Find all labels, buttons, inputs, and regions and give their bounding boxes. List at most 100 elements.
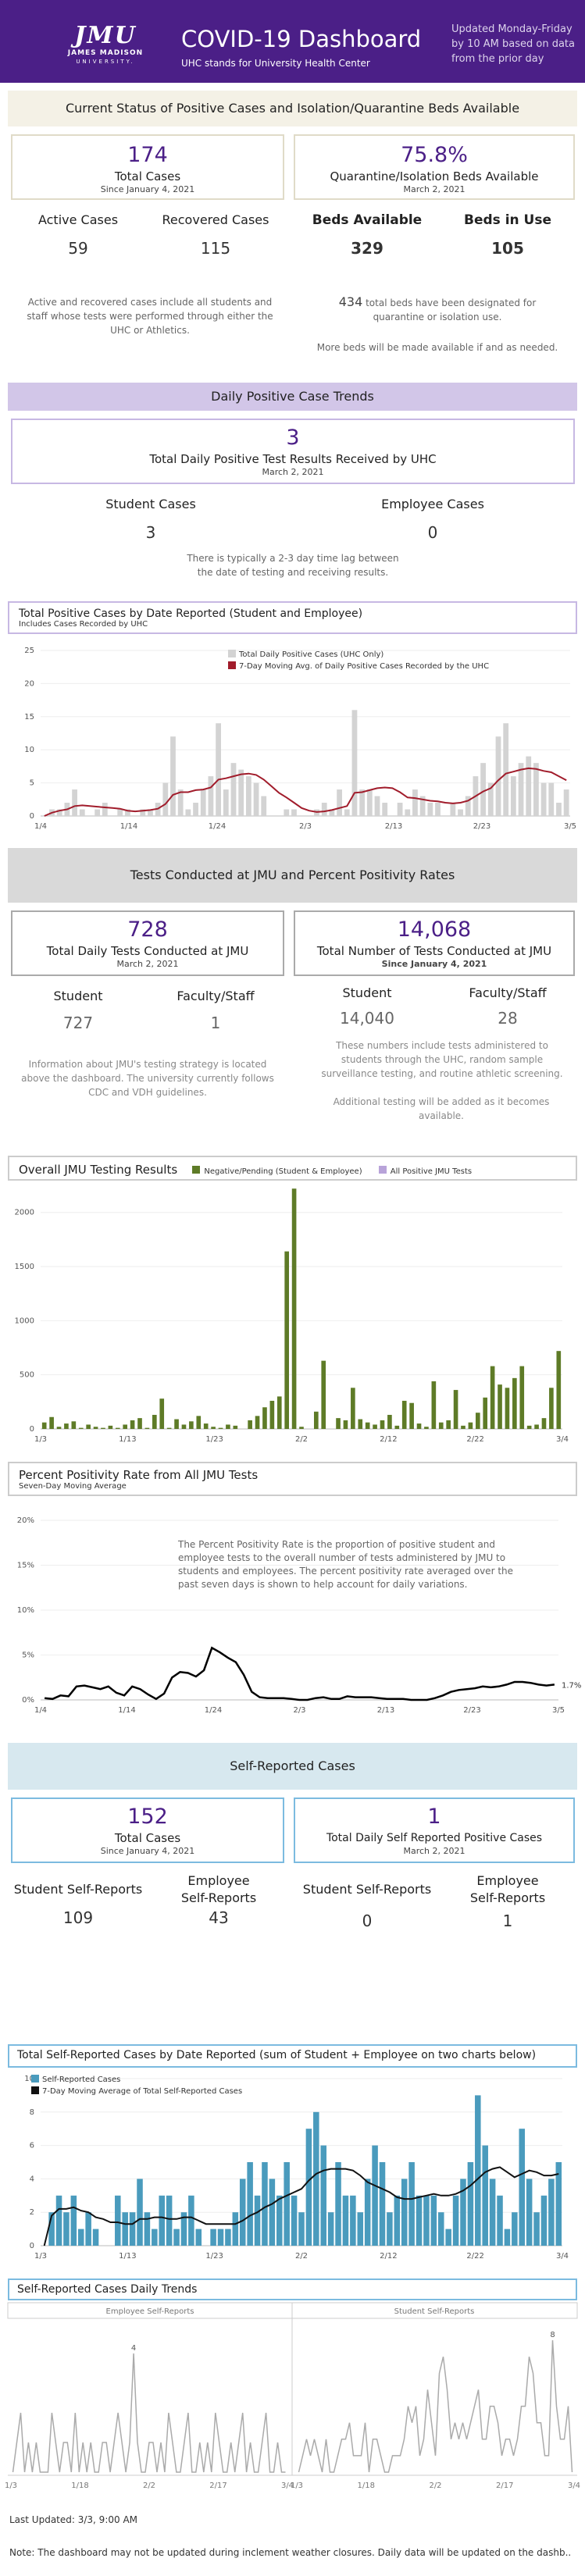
recovered-cases-label: Recovered Cases bbox=[162, 212, 269, 227]
chart1-bar bbox=[480, 763, 487, 816]
chart1-bar bbox=[321, 803, 327, 816]
self-employee-daily: 1 bbox=[502, 1912, 513, 1930]
chart5-student-xtick: 3/4 bbox=[568, 2482, 580, 2490]
chart2-bar bbox=[431, 1381, 437, 1429]
chart2-bar bbox=[123, 1424, 128, 1429]
chart4-bar bbox=[401, 2179, 408, 2246]
chart2-bar bbox=[226, 1424, 230, 1429]
recovered-cases-value: 115 bbox=[200, 239, 231, 258]
chart3-xtick: 1/14 bbox=[118, 1706, 135, 1715]
chart2-bar bbox=[152, 1414, 157, 1429]
total-cases-card: 174 Total Cases Since January 4, 2021 bbox=[11, 134, 284, 200]
logo-sub2: UNIVERSITY. bbox=[76, 59, 135, 65]
chart2-bar bbox=[101, 1427, 105, 1429]
self-daily-trends-chart: Employee Self-Reports Student Self-Repor… bbox=[5, 2302, 580, 2490]
self-band: Self-Reported Cases bbox=[8, 1743, 577, 1790]
chart4-bar bbox=[320, 2145, 326, 2246]
chart4-bar bbox=[350, 2195, 356, 2246]
chart1-xtick: 1/4 bbox=[34, 822, 47, 831]
chart2-bar bbox=[137, 1418, 142, 1429]
quarantine-card: 75.8% Quarantine/Isolation Beds Availabl… bbox=[294, 134, 575, 200]
chart4-bar bbox=[555, 2162, 562, 2246]
self-daily-value: 1 bbox=[427, 1805, 441, 1829]
chart1-bar bbox=[216, 723, 222, 816]
chart1-bar bbox=[177, 789, 184, 816]
chart1-xtick: 2/23 bbox=[473, 822, 490, 831]
chart5-student-line bbox=[298, 2340, 573, 2473]
total-tests-note: These numbers include tests administered… bbox=[321, 1040, 563, 1079]
chart2-bar bbox=[483, 1397, 488, 1429]
chart4-bar bbox=[504, 2229, 511, 2246]
chart1-bar bbox=[223, 789, 229, 816]
daily-tests-label: Total Daily Tests Conducted at JMU bbox=[46, 944, 249, 958]
chart2-bar bbox=[166, 1427, 172, 1429]
chart2-legend-neg: Negative/Pending (Student & Employee) bbox=[204, 1167, 362, 1176]
chart2-bar bbox=[534, 1424, 539, 1429]
chart2-bar bbox=[218, 1427, 223, 1429]
chart1-xtick: 1/14 bbox=[120, 822, 137, 831]
chart3-xtick: 3/5 bbox=[552, 1706, 565, 1715]
chart2-bar bbox=[461, 1425, 466, 1429]
chart2-bar bbox=[549, 1388, 554, 1429]
daily-band: Daily Positive Case Trends bbox=[8, 383, 577, 411]
chart1-bar bbox=[540, 782, 547, 816]
chart4-bar bbox=[262, 2162, 268, 2246]
chart5-right-label: Student Self-Reports bbox=[394, 2307, 475, 2316]
chart5-employee-xtick: 3/4 bbox=[281, 2482, 294, 2490]
chart1-bar bbox=[245, 776, 251, 816]
logo-sub1: JAMES MADISON bbox=[67, 49, 144, 57]
chart3-subtitle: Seven-Day Moving Average bbox=[19, 1482, 127, 1491]
chart4-ytick: 10 bbox=[24, 2075, 34, 2083]
chart2-bar bbox=[71, 1421, 77, 1429]
chart4-line bbox=[43, 2166, 559, 2246]
jmu-logo[interactable]: JMU JAMES MADISON UNIVERSITY. bbox=[47, 23, 164, 70]
chart4-ytick: 4 bbox=[30, 2175, 34, 2183]
chart2-bar bbox=[351, 1388, 355, 1429]
chart2-bar bbox=[526, 1425, 532, 1429]
chart4-bar bbox=[85, 2212, 91, 2246]
chart4-bar bbox=[217, 2229, 224, 2246]
chart2-legend-pos-swatch bbox=[378, 1166, 387, 1174]
chart4-legend-line: 7-Day Moving Average of Total Self-Repor… bbox=[42, 2087, 242, 2096]
chart1-bar bbox=[140, 809, 146, 816]
chart2-bar bbox=[49, 1416, 54, 1429]
chart2-bar bbox=[144, 1427, 150, 1429]
positivity-rate-chart: 0% 5% 10% 15% 20% 1/4 1/14 1/24 2/3 2/13 2/23 3/5 1.… bbox=[17, 1516, 582, 1715]
daily-positive-value: 3 bbox=[286, 426, 300, 450]
chart3-ytick: 15% bbox=[17, 1562, 34, 1570]
chart2-bar bbox=[498, 1384, 502, 1429]
chart5-student-xtick: 2/2 bbox=[429, 2482, 441, 2490]
chart1-bar bbox=[72, 789, 77, 816]
chart1-ytick: 0 bbox=[30, 812, 34, 821]
self-reported-chart: 0 2 4 6 8 10 1/3 1/13 1/23 2/2 2/12 2/22 3/4 Self-Re… bbox=[24, 2075, 569, 2261]
chart2-bar bbox=[373, 1424, 377, 1429]
daily-student-label: Student bbox=[53, 989, 103, 1003]
chart2-bar bbox=[56, 1427, 62, 1429]
chart4-bar bbox=[497, 2195, 503, 2246]
total-tests-value: 14,068 bbox=[397, 917, 472, 942]
chart1-bar bbox=[162, 782, 169, 816]
chart4-bar bbox=[210, 2229, 216, 2246]
chart1-bar bbox=[193, 803, 198, 816]
beds-available-label: Beds Available bbox=[312, 212, 423, 228]
last-updated: Last Updated: 3/3, 9:00 AM bbox=[9, 2514, 138, 2525]
chart4-bar bbox=[416, 2195, 423, 2246]
chart4-bar bbox=[63, 2212, 70, 2246]
self-employee-label-line2: Self-Reports bbox=[180, 1890, 257, 1905]
chart3-ytick: 0% bbox=[22, 1696, 34, 1705]
chart2-bar bbox=[409, 1402, 414, 1429]
chart4-ytick: 2 bbox=[30, 2208, 34, 2217]
chart3-ytick: 10% bbox=[17, 1606, 34, 1615]
chart1-xtick: 3/5 bbox=[564, 822, 576, 831]
chart1-ytick: 5 bbox=[30, 779, 34, 788]
chart2-ytick: 0 bbox=[30, 1425, 34, 1434]
chart2-bar bbox=[438, 1422, 444, 1429]
chart4-bar bbox=[394, 2195, 401, 2246]
chart2-bar bbox=[159, 1398, 165, 1429]
chart3-title: Percent Positivity Rate from All JMU Tes… bbox=[19, 1468, 259, 1482]
chart3-ytick: 20% bbox=[17, 1516, 34, 1525]
chart4-bar bbox=[225, 2229, 231, 2246]
positive-cases-chart: 0 5 10 15 20 25 1/4 1/14 1/24 2/3 2/13 2/23 3/5 Tota… bbox=[24, 647, 576, 831]
total-cases-value: 174 bbox=[127, 143, 168, 167]
testing-results-chart: 0 500 1000 1500 2000 1/3 1/13 1/23 2/2 2/12 2/22 3/… bbox=[15, 1188, 569, 1444]
